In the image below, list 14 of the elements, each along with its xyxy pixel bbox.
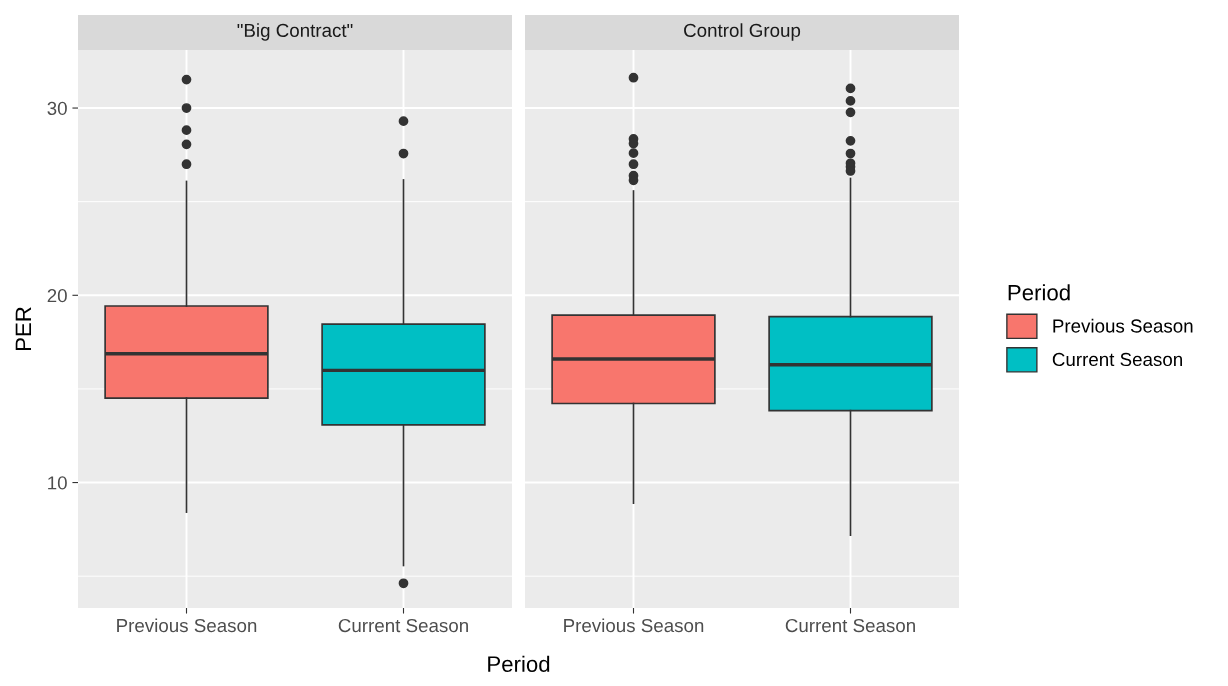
- x-axis-title: Period: [488, 655, 550, 672]
- legend-title: Period: [1008, 284, 1070, 301]
- legend-label: Current Season: [1052, 352, 1182, 367]
- x-tick-label: Current Season: [785, 618, 915, 633]
- x-tick-label: Current Season: [338, 618, 468, 633]
- chart-title: Control Group: [684, 23, 801, 41]
- chart-title: "Big Contract": [237, 23, 353, 41]
- y-tick-label: 30: [47, 101, 67, 116]
- legend-label: Previous Season: [1053, 318, 1193, 333]
- y-tick-label: 20: [47, 289, 67, 303]
- x-tick-label: Previous Season: [564, 618, 704, 633]
- x-tick-label: Previous Season: [117, 618, 257, 633]
- y-tick-label: 10: [48, 476, 67, 490]
- y-axis-title: PER: [15, 307, 32, 351]
